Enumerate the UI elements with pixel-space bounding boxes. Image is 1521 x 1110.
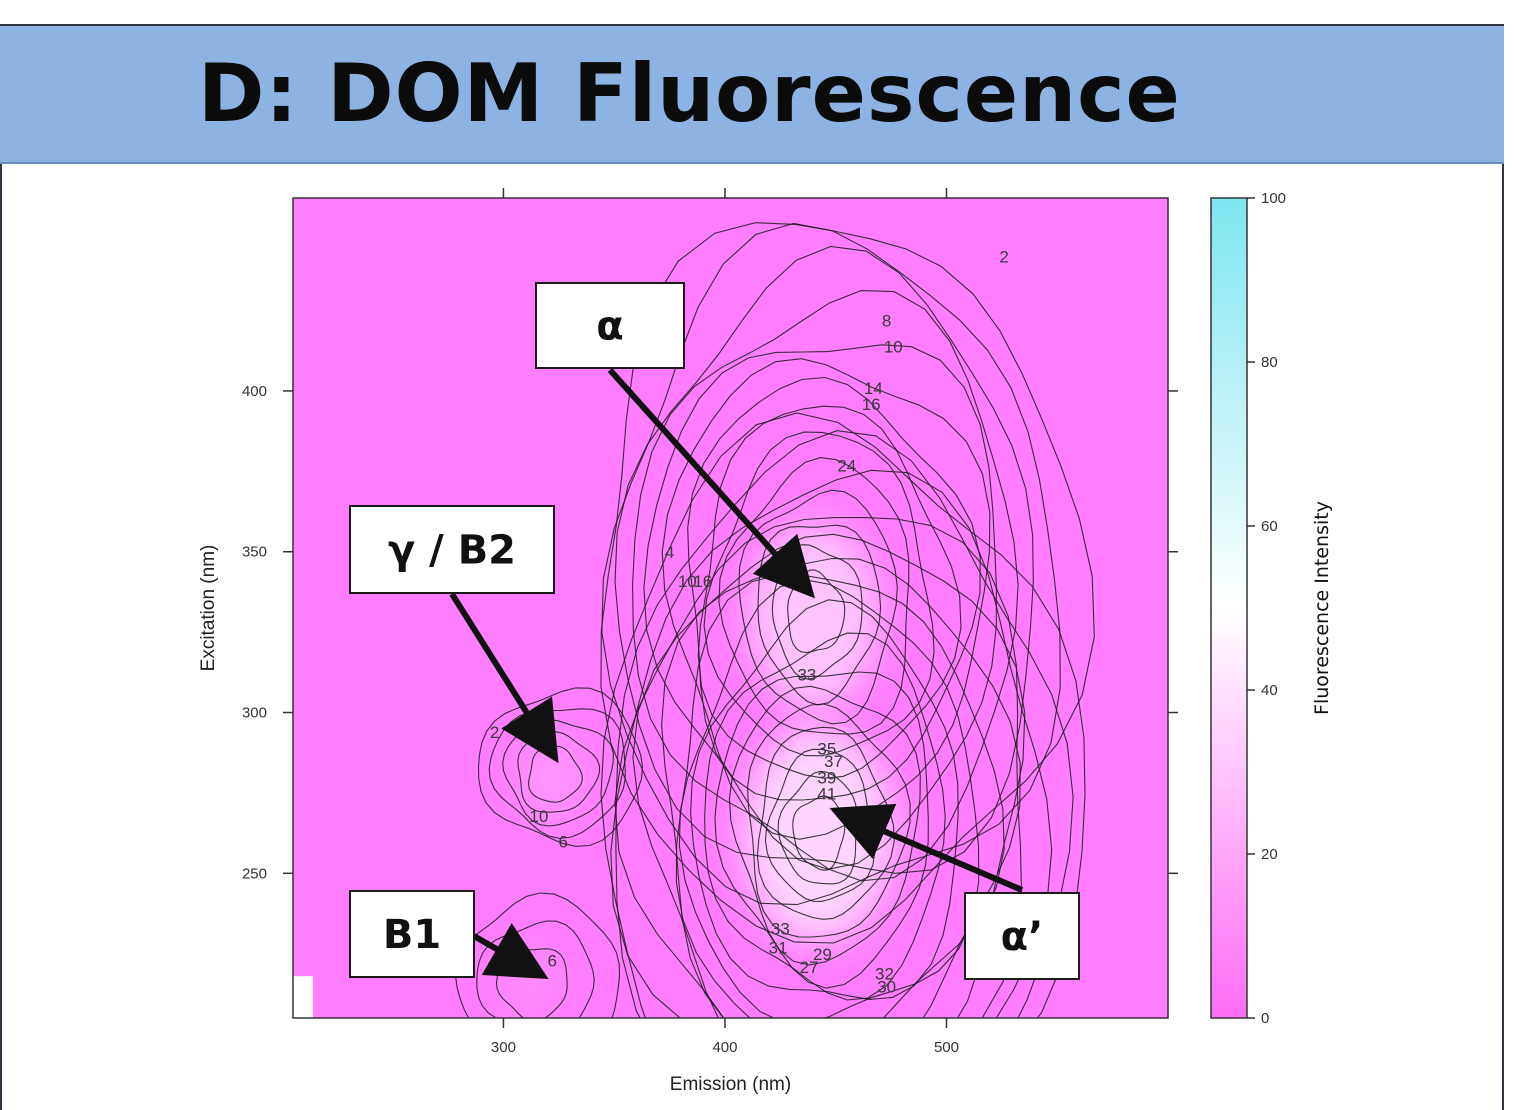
- colorbar-label: Fluorescence Intensity: [1311, 501, 1333, 715]
- contour-label-7: 4: [665, 543, 674, 562]
- contour-line-p2-14: [614, 517, 1023, 1018]
- colorbar-tick-label-2: 20: [1261, 846, 1278, 863]
- contour-label-17: 6: [559, 833, 568, 852]
- contour-label-4: 14: [864, 379, 883, 398]
- contour-line-p1-4: [738, 489, 898, 725]
- contour-line-p2-16: [615, 430, 1074, 1018]
- contour-line-p2-4: [756, 726, 895, 920]
- contour-line-p1-9: [661, 358, 991, 840]
- contour-line-p1-11: [632, 290, 1019, 882]
- y-tick-label-3: 350: [242, 544, 267, 561]
- contour-line-p1-5: [718, 457, 910, 735]
- contour-line-p1-10: [643, 344, 997, 870]
- contour-label-12: 35: [817, 739, 836, 758]
- contour-line-p4-2: [476, 920, 595, 1018]
- contour-line-p1-1: [787, 569, 846, 654]
- contour-label-21: 27: [800, 958, 819, 977]
- contour-line-p2-12: [661, 557, 1021, 1018]
- contour-line-p3-4: [488, 708, 626, 840]
- contour-label-8: 10: [678, 572, 697, 591]
- contour-label-19: 31: [769, 939, 788, 958]
- contour-line-p2-3: [764, 748, 876, 902]
- contour-line-p2-9: [690, 599, 959, 1000]
- annotation-arrow-3: [472, 923, 549, 979]
- colorbar-tick-label-6: 100: [1261, 190, 1286, 207]
- annotation-box-1: [535, 282, 685, 369]
- peak-label-3: B1: [383, 912, 441, 958]
- contour-label-9: 16: [693, 572, 712, 591]
- y-tick-label-1: 250: [242, 865, 267, 882]
- peak-label-1: α: [596, 304, 623, 350]
- contour-label-5: 16: [862, 395, 881, 414]
- colorbar: [1210, 197, 1248, 1019]
- contour-line-p2-17: [600, 412, 1086, 1018]
- contour-line-p1-8: [687, 376, 981, 801]
- title-banner: [0, 26, 1504, 164]
- y-tick-label-2: 300: [242, 705, 267, 722]
- x-axis-label: Emission (nm): [670, 1074, 791, 1095]
- contour-line-p2-10: [678, 579, 980, 1018]
- contour-label-14: 39: [817, 768, 836, 787]
- annotation-box-4: [964, 892, 1080, 980]
- x-tick-label-3: 500: [934, 1039, 959, 1056]
- contour-line-p2-7: [714, 671, 929, 989]
- colorbar-tick-label-5: 80: [1261, 354, 1278, 371]
- annotation-arrow-4: [829, 803, 1024, 893]
- contour-label-20: 29: [813, 945, 832, 964]
- contour-line-p3-1: [527, 745, 583, 803]
- annotation-arrow-2: [449, 592, 559, 764]
- contour-line-p3-2: [517, 731, 601, 813]
- annotation-box-3: [349, 890, 475, 978]
- contour-line-p2-2: [777, 770, 858, 885]
- x-tick-label-1: 300: [491, 1039, 516, 1056]
- peak-label-2: γ / B2: [388, 528, 516, 574]
- contour-label-13: 37: [824, 752, 843, 771]
- y-tick-label-4: 400: [242, 383, 267, 400]
- contour-label-25: 6: [547, 952, 556, 971]
- contour-line-p2-15: [610, 469, 1053, 1018]
- annotation-box-2: [349, 505, 555, 594]
- contour-label-3: 10: [884, 337, 903, 356]
- contour-line-p2-1: [792, 795, 846, 871]
- colorbar-tick-label-1: 0: [1261, 1010, 1269, 1027]
- colorbar-tick-label-3: 40: [1261, 682, 1278, 699]
- contour-line-p2-5: [747, 703, 911, 938]
- annotation-arrow-1: [607, 367, 816, 599]
- contour-lines: [454, 222, 1095, 1018]
- contour-line-p2-11: [675, 574, 1005, 1018]
- contour-line-p3-3: [502, 718, 614, 827]
- contour-label-15: 41: [817, 784, 836, 803]
- contour-label-18: 33: [771, 919, 790, 938]
- colorbar-tick-label-4: 60: [1261, 518, 1278, 535]
- slide-title: D: DOM Fluorescence: [198, 47, 1181, 140]
- corner-patch: [293, 976, 313, 1018]
- peak-label-4: α’: [1001, 914, 1044, 960]
- plot-frame: [292, 197, 1169, 1019]
- contour-label-10: 33: [797, 665, 816, 684]
- contour-line-p2-8: [704, 632, 946, 1001]
- contour-line-p1-7: [697, 405, 962, 779]
- contour-label-1: 2: [999, 247, 1008, 266]
- contour-line-p3-5: [477, 687, 644, 847]
- y-axis-label: Excitation (nm): [198, 545, 219, 672]
- contour-label-2: 8: [882, 312, 891, 331]
- contour-line-p1-12: [614, 245, 1034, 874]
- contour-label-16: 10: [529, 807, 548, 826]
- contour-label-23: 30: [877, 977, 896, 996]
- contour-label-11: 2: [490, 723, 499, 742]
- contour-line-p1-6: [703, 431, 935, 757]
- contour-label-22: 32: [875, 964, 894, 983]
- x-tick-label-2: 400: [712, 1039, 737, 1056]
- contour-line-p4-1: [495, 948, 568, 1018]
- contour-line-p2-6: [728, 685, 921, 966]
- contour-label-6: 24: [837, 456, 856, 475]
- contour-line-p2-13: [632, 533, 1026, 1018]
